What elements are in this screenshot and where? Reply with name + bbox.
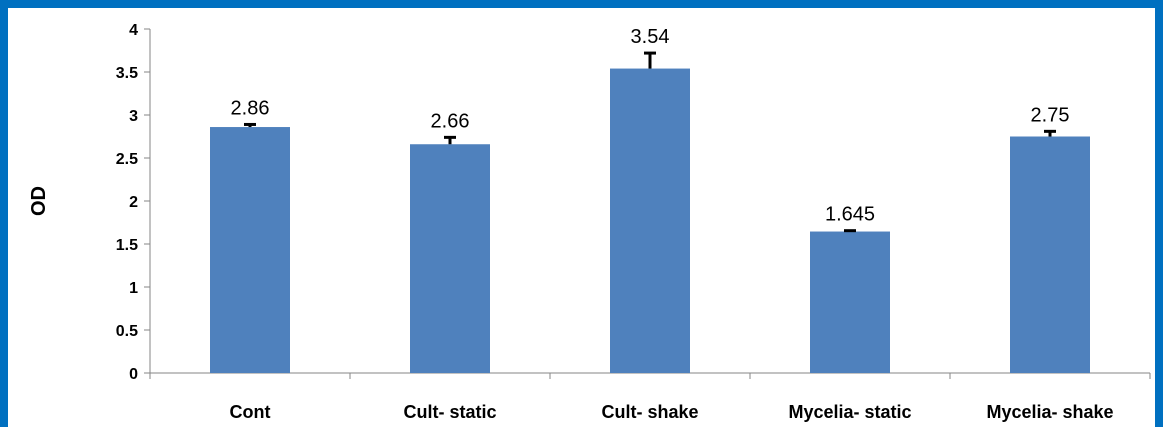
- y-tick-label: 0.5: [116, 323, 138, 340]
- bar: [610, 68, 690, 373]
- y-tick-label: 2.5: [116, 151, 138, 168]
- y-tick-label: 3.5: [116, 65, 138, 82]
- bar: [810, 231, 890, 373]
- category-label: Mycelia- shake: [986, 402, 1113, 422]
- category-label: Cult- shake: [601, 402, 698, 422]
- y-tick-label: 0: [129, 366, 138, 383]
- y-tick-label: 1.5: [116, 237, 138, 254]
- data-label: 1.645: [825, 204, 875, 226]
- y-tick-label: 3: [129, 108, 138, 125]
- y-tick-label: 2: [129, 194, 138, 211]
- bar: [210, 127, 290, 373]
- bar: [410, 144, 490, 373]
- data-label: 2.66: [431, 110, 470, 132]
- y-axis-title: OD: [28, 186, 50, 216]
- data-label: 2.75: [1031, 104, 1070, 126]
- category-label: Cont: [230, 402, 271, 422]
- y-tick-label: 4: [129, 22, 138, 39]
- bar: [1010, 136, 1090, 373]
- y-tick-label: 1: [129, 280, 138, 297]
- category-label: Cult- static: [403, 402, 496, 422]
- data-label: 2.86: [231, 97, 270, 119]
- data-label: 3.54: [631, 26, 670, 48]
- category-label: Mycelia- static: [788, 402, 911, 422]
- bars: [210, 51, 1090, 373]
